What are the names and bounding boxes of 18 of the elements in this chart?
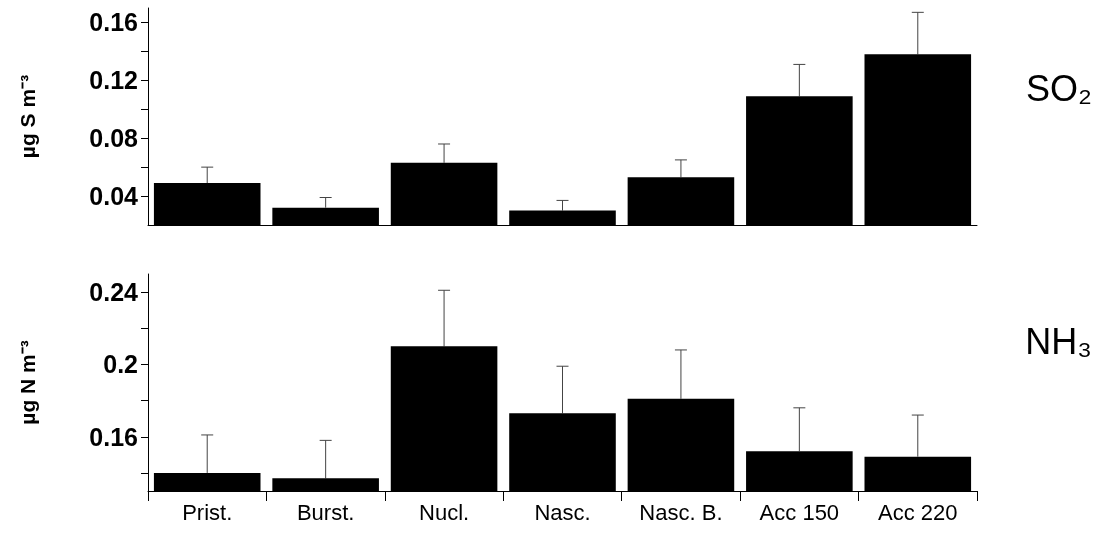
x-tick-label: Nucl. <box>419 499 470 525</box>
x-tick-label: Nasc. B. <box>639 499 723 525</box>
y-tick-label: 0.04 <box>89 182 139 211</box>
text: SO₂ <box>1026 67 1093 109</box>
x-tick-label: Acc 220 <box>878 499 958 525</box>
y-tick-label: 0.16 <box>89 8 138 37</box>
x-tick-label: Burst. <box>296 499 355 525</box>
x-tick-label: Nasc. <box>534 499 591 525</box>
y-tick-label: 0.12 <box>89 66 138 95</box>
y-axis-title: µg S m⁻³ <box>16 74 39 159</box>
y-tick-label: 0.2 <box>103 350 138 379</box>
y-tick-label: 0.16 <box>89 422 138 451</box>
y-tick-label: 0.24 <box>89 278 139 307</box>
y-axis-title: µg N m⁻³ <box>16 340 39 425</box>
x-tick-label: Acc 150 <box>759 499 840 525</box>
text: NH₃ <box>1025 320 1092 362</box>
y-tick-label: 0.08 <box>89 124 139 153</box>
x-tick-label: Prist. <box>182 499 233 525</box>
